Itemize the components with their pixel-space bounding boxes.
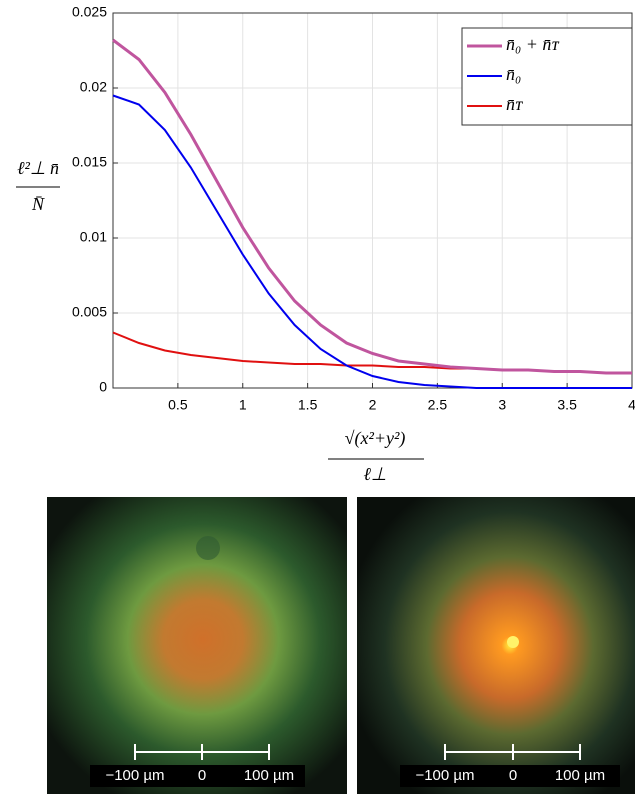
photo-spot: [196, 536, 220, 560]
scale-label: −100 µm: [415, 767, 474, 784]
legend-label: n̄₀: [506, 64, 521, 84]
line: [112, 38, 632, 375]
line: [112, 94, 632, 389]
x-tick-label: 1.5: [298, 397, 318, 413]
scale-label: 0: [198, 767, 206, 784]
x-tick-label: 0.5: [168, 397, 188, 413]
legend-label: n̄ᴛ: [506, 94, 523, 114]
scale-label: 100 µm: [555, 767, 605, 784]
scale-label: 100 µm: [244, 767, 294, 784]
y-tick-label: 0.02: [80, 79, 107, 95]
photo-spot: [507, 636, 519, 648]
y-label-numerator: ℓ²⊥ n̄: [17, 158, 59, 178]
x-label-denominator: ℓ⊥: [363, 464, 386, 484]
x-tick-label: 1: [239, 397, 247, 413]
scale-bar: [134, 744, 581, 760]
label-bg: [400, 765, 620, 787]
label-bg: [90, 765, 305, 787]
x-tick-label: 3: [498, 397, 506, 413]
x-tick-label: 4: [628, 397, 635, 413]
y-tick-label: 0.025: [72, 4, 107, 20]
plot: 0 0.005 0.01 0.015 0.02 0.025 0.5 1 1.5 2 2.5 3 3.5 4…: [72, 4, 635, 413]
y-tick-label: 0: [99, 379, 107, 395]
y-label-denominator: N̄: [31, 194, 45, 214]
axes-box: [112, 12, 633, 389]
x-label-numerator: √(x²+y²): [345, 428, 406, 449]
photo: [357, 497, 635, 794]
y-tick-label: 0.005: [72, 304, 107, 320]
scale-label: −100 µm: [105, 767, 164, 784]
x-tick-label: 2: [369, 397, 377, 413]
x-tick-label: 2.5: [428, 397, 448, 413]
x-tick-label: 3.5: [557, 397, 577, 413]
scale-label: 0: [509, 767, 517, 784]
y-tick-label: 0.01: [80, 229, 107, 245]
photo: [47, 497, 347, 794]
legend-label: n̄₀ + n̄ᴛ: [506, 34, 559, 54]
legend-box: [461, 27, 633, 126]
y-tick-label: 0.015: [72, 154, 107, 170]
